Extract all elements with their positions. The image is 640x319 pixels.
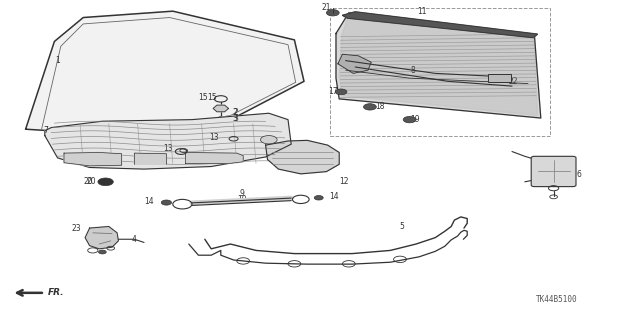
Text: 22: 22 bbox=[509, 78, 518, 86]
Text: 11: 11 bbox=[418, 7, 427, 16]
Text: FR.: FR. bbox=[48, 288, 65, 297]
Polygon shape bbox=[64, 152, 122, 166]
FancyBboxPatch shape bbox=[531, 156, 576, 187]
Text: 9: 9 bbox=[239, 189, 244, 198]
Bar bbox=[488, 74, 511, 82]
Text: 17: 17 bbox=[328, 87, 338, 96]
Polygon shape bbox=[266, 140, 339, 174]
Text: 14: 14 bbox=[144, 197, 154, 206]
Polygon shape bbox=[336, 13, 541, 118]
Circle shape bbox=[260, 136, 277, 144]
Polygon shape bbox=[213, 105, 228, 112]
Text: 1: 1 bbox=[55, 56, 60, 65]
Circle shape bbox=[98, 178, 113, 186]
Text: 23: 23 bbox=[72, 224, 81, 233]
Polygon shape bbox=[338, 54, 371, 73]
Text: 7: 7 bbox=[44, 126, 49, 135]
Circle shape bbox=[99, 250, 106, 254]
Polygon shape bbox=[134, 153, 166, 164]
Text: TK44B5100: TK44B5100 bbox=[536, 295, 578, 304]
Circle shape bbox=[326, 10, 339, 16]
Circle shape bbox=[364, 104, 376, 110]
Text: 12: 12 bbox=[340, 177, 349, 186]
Text: 2: 2 bbox=[233, 108, 238, 117]
Text: 18: 18 bbox=[375, 102, 384, 111]
Text: 19: 19 bbox=[410, 115, 420, 124]
Text: 14: 14 bbox=[330, 192, 339, 201]
Text: 15: 15 bbox=[207, 93, 218, 102]
Text: 20: 20 bbox=[83, 177, 93, 186]
Circle shape bbox=[161, 200, 172, 205]
Text: 4: 4 bbox=[131, 235, 136, 244]
Circle shape bbox=[335, 89, 347, 95]
Text: 20: 20 bbox=[86, 177, 96, 186]
Text: 21: 21 bbox=[322, 4, 331, 12]
Bar bbox=[330, 8, 550, 136]
Text: 16: 16 bbox=[531, 164, 541, 173]
Polygon shape bbox=[85, 226, 118, 249]
Circle shape bbox=[314, 196, 323, 200]
Text: 13: 13 bbox=[209, 133, 220, 142]
Text: 13: 13 bbox=[163, 144, 173, 153]
Text: 3: 3 bbox=[232, 114, 237, 122]
Text: 10: 10 bbox=[237, 195, 246, 204]
Polygon shape bbox=[186, 152, 243, 164]
Polygon shape bbox=[26, 11, 304, 136]
Polygon shape bbox=[342, 12, 538, 38]
Text: 6: 6 bbox=[577, 170, 582, 179]
Polygon shape bbox=[45, 113, 291, 169]
Text: 8: 8 bbox=[410, 66, 415, 75]
Text: 15: 15 bbox=[198, 93, 208, 102]
Circle shape bbox=[403, 116, 416, 123]
Text: 2: 2 bbox=[232, 108, 237, 117]
Text: 3: 3 bbox=[233, 114, 238, 122]
Text: 5: 5 bbox=[399, 222, 404, 231]
Polygon shape bbox=[339, 14, 538, 115]
